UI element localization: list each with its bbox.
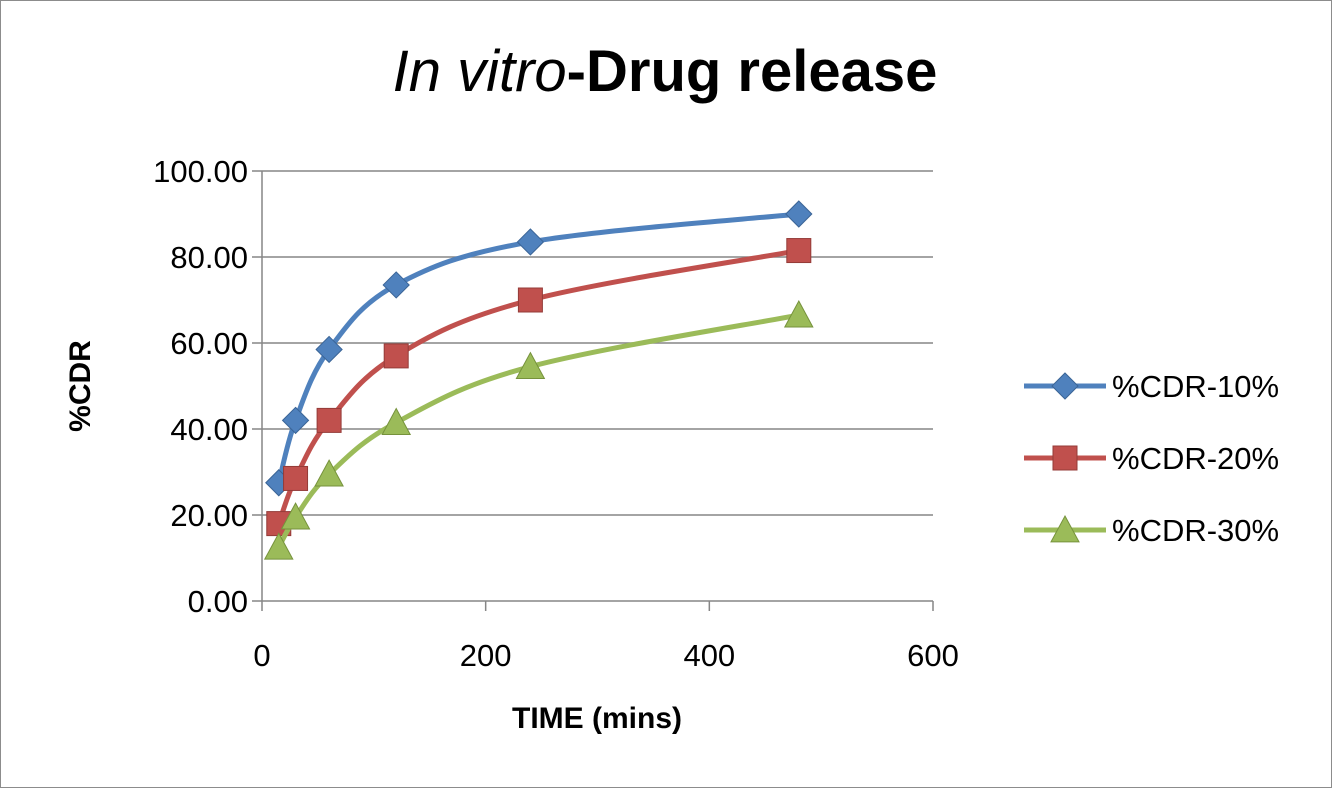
data-point xyxy=(283,465,309,491)
data-point xyxy=(783,299,814,328)
series-2 xyxy=(266,238,812,537)
y-tick-label: 100.00 xyxy=(153,154,248,189)
y-tick-label: 40.00 xyxy=(170,412,248,447)
x-tick-label: 200 xyxy=(460,638,512,673)
legend-marker xyxy=(1050,514,1080,543)
x-tick-label: 600 xyxy=(907,638,959,673)
y-tick-label: 20.00 xyxy=(170,498,248,533)
data-point xyxy=(516,228,545,256)
data-point xyxy=(515,351,546,380)
y-tick-label: 60.00 xyxy=(170,326,248,361)
legend-entry: %CDR-20% xyxy=(1024,441,1279,476)
x-tick-label: 400 xyxy=(683,638,735,673)
series-1 xyxy=(265,200,813,497)
data-point xyxy=(786,238,812,264)
data-point xyxy=(382,271,410,299)
y-axis-title: %CDR xyxy=(64,340,97,432)
series-3 xyxy=(263,299,814,560)
data-point xyxy=(314,459,344,487)
x-axis-title: TIME (mins) xyxy=(512,702,682,735)
chart-title-rest: -Drug release xyxy=(566,39,938,104)
chart-title-italic: In vitro xyxy=(392,39,567,104)
data-point xyxy=(263,532,294,560)
data-point xyxy=(785,200,813,228)
legend-label: %CDR-10% xyxy=(1112,369,1279,404)
series-line xyxy=(276,211,802,486)
data-point xyxy=(281,406,310,435)
legend-label: %CDR-20% xyxy=(1112,441,1279,476)
data-point xyxy=(315,335,343,364)
legend-entry: %CDR-10% xyxy=(1024,369,1279,404)
y-tick-label: 80.00 xyxy=(170,240,248,275)
data-point xyxy=(381,407,412,435)
series-lines xyxy=(263,200,814,560)
data-point xyxy=(383,343,409,369)
axes: 0.00 20.00 40.00 60.00 80.00 100.00 0 200 400 600 xyxy=(153,154,959,673)
legend: %CDR-10% %CDR-20% %CDR-30% xyxy=(1024,369,1279,548)
legend-entry: %CDR-30% xyxy=(1024,513,1279,548)
data-point xyxy=(517,287,543,313)
legend-label: %CDR-30% xyxy=(1112,513,1279,548)
x-tick-label: 0 xyxy=(253,638,270,673)
legend-marker xyxy=(1051,372,1079,400)
chart-title: In vitro-Drug release xyxy=(0,38,1330,105)
series-line xyxy=(276,312,802,550)
legend-marker xyxy=(1052,445,1078,471)
data-point xyxy=(280,502,311,530)
gridlines xyxy=(262,170,933,516)
y-tick-label: 0.00 xyxy=(188,584,248,619)
data-point xyxy=(316,407,342,433)
